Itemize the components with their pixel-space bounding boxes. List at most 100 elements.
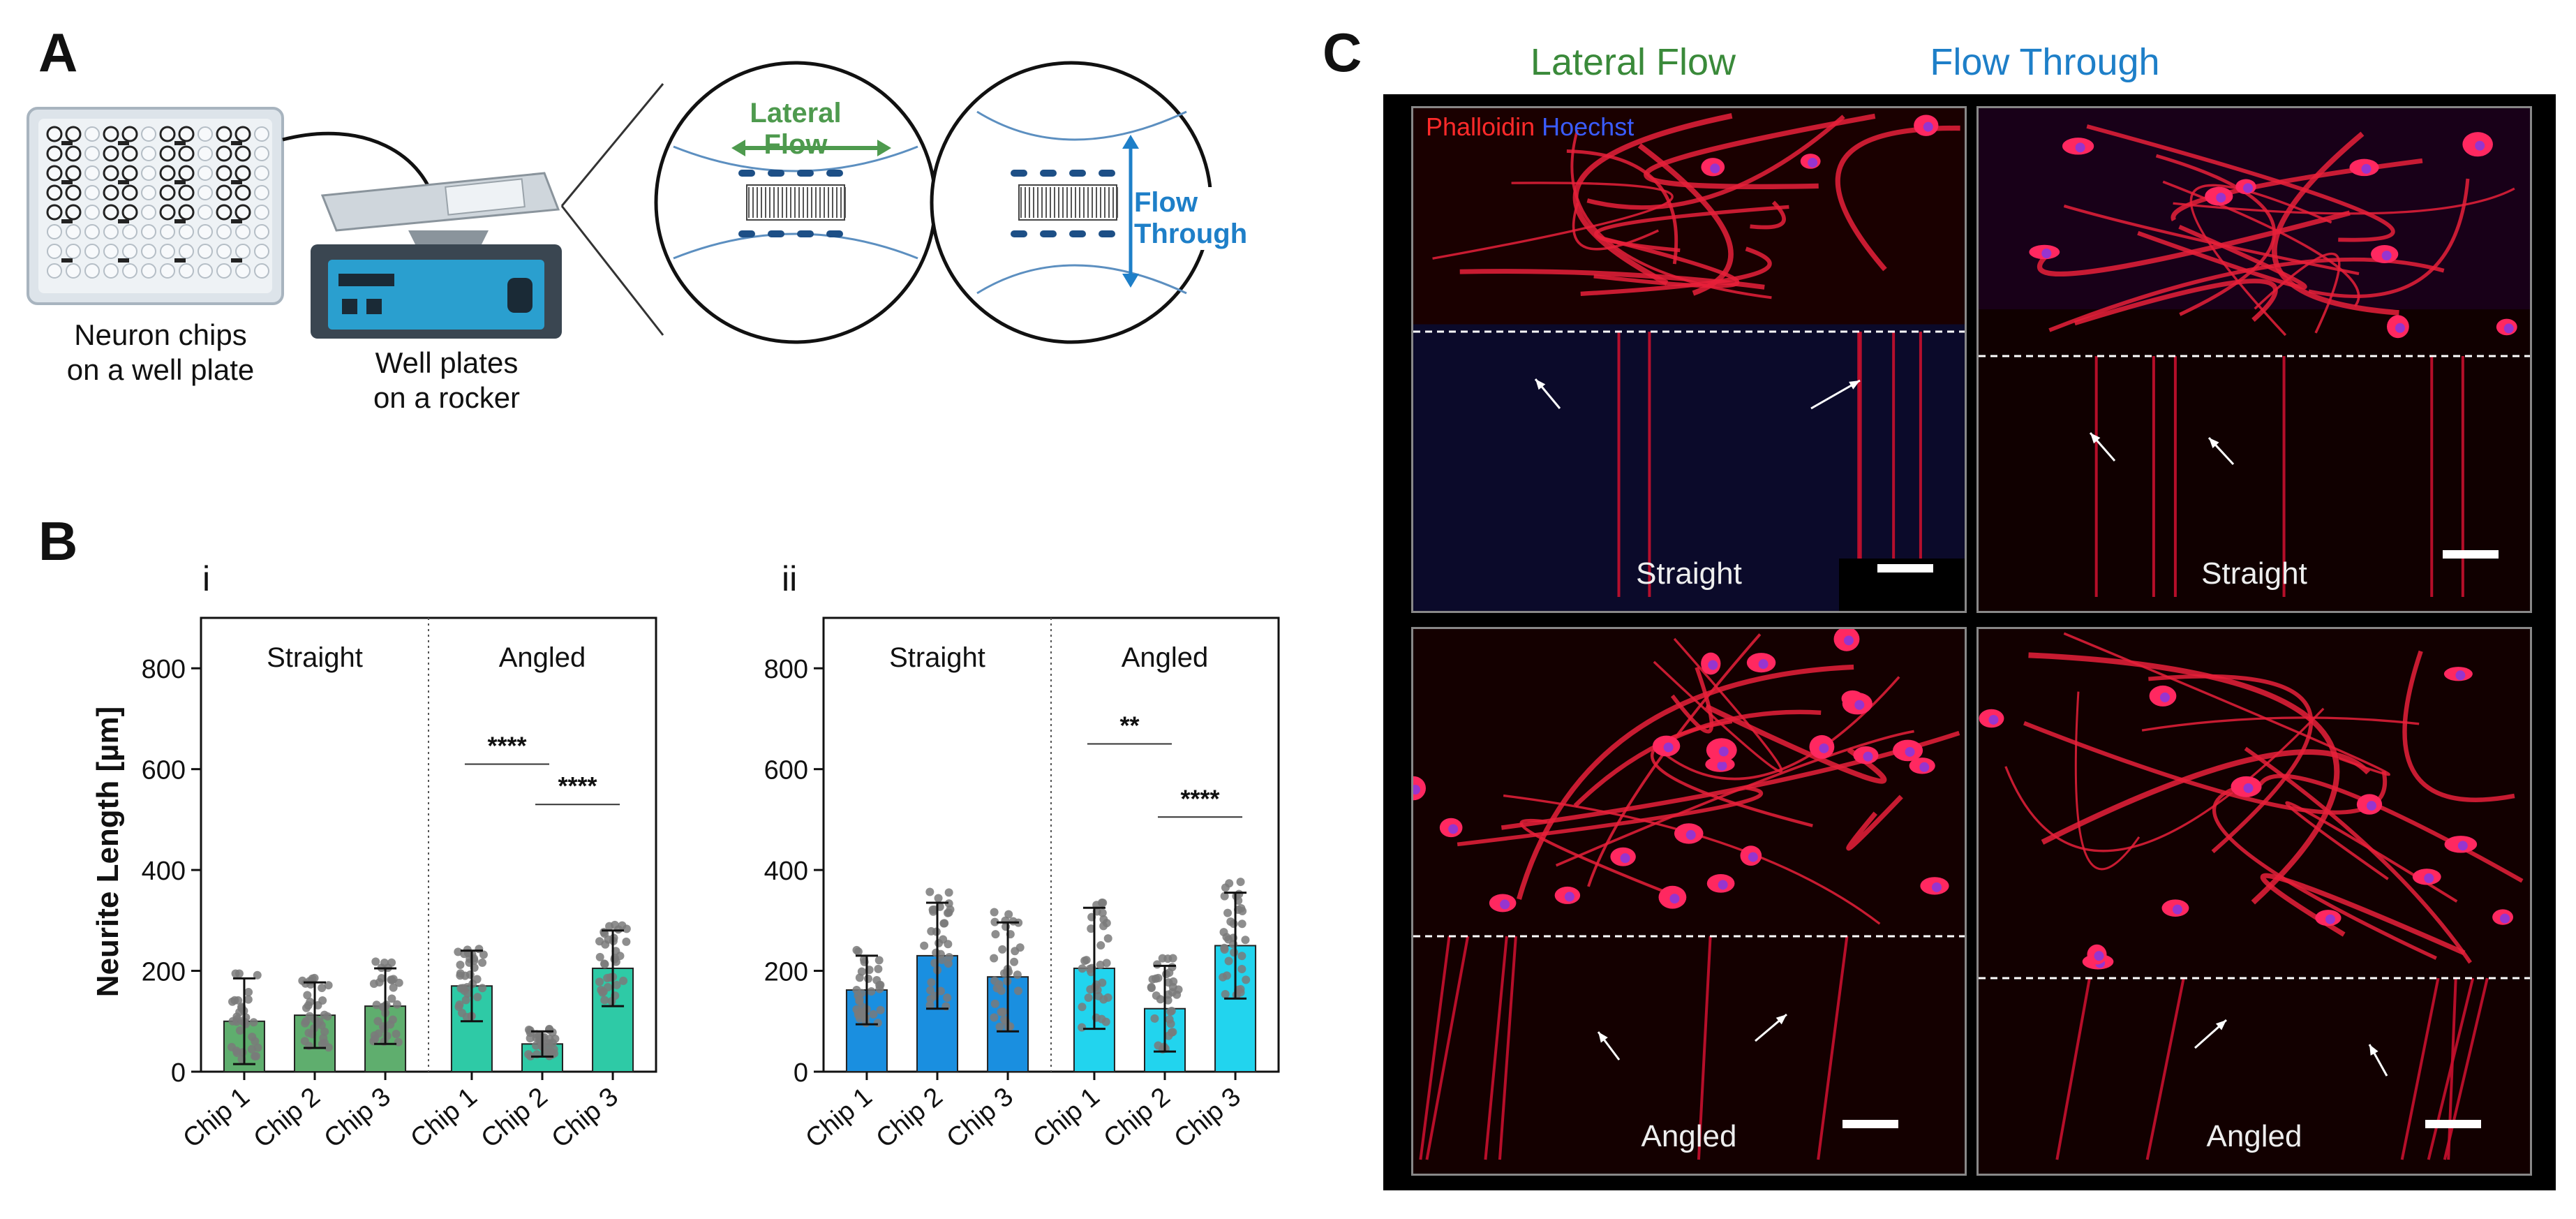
chart-i-data-point	[389, 983, 398, 992]
chart-ii-x-tick-label: Chip 2	[871, 1082, 948, 1154]
chart-ii-data-point	[869, 1010, 878, 1019]
chart-ii-data-point	[999, 1015, 1008, 1024]
chart-i-data-point	[301, 1017, 311, 1026]
chart-ii-data-point	[872, 975, 881, 984]
chart-ii-data-point	[1099, 899, 1108, 908]
chart-ii-x-tick-label: Chip 3	[941, 1082, 1019, 1154]
chart-i-data-point	[619, 976, 628, 985]
chart-i-data-point	[526, 1026, 535, 1035]
chart-i-data-point	[371, 957, 380, 966]
chart-i-data-point	[614, 925, 623, 934]
subpanel-ii-label: ii	[782, 559, 798, 598]
chart-ii-data-point	[874, 964, 883, 973]
arrow-head	[2090, 433, 2101, 444]
chart-ii-significance-label: **	[1119, 711, 1139, 740]
chart-ii-data-point	[1167, 1006, 1176, 1015]
chart-i-x-tick-label: Chip 3	[319, 1082, 396, 1154]
chart-ii-data-point	[1098, 908, 1107, 917]
panel-a-schematic	[27, 61, 1213, 344]
chart-ii-data-point	[1237, 952, 1246, 961]
lateral-flow-diagram	[654, 61, 937, 344]
chart-ii-data-point	[998, 945, 1007, 954]
chart-ii-data-point	[1168, 963, 1177, 972]
chart-ii-data-point	[1150, 1014, 1159, 1023]
chart-ii-data-point	[1223, 908, 1233, 917]
chart-ii-x-tick-label: Chip 2	[1099, 1082, 1176, 1154]
chart-i-data-point	[244, 995, 253, 1004]
chart-i-data-point	[461, 996, 470, 1005]
chart-ii-data-point	[990, 954, 999, 963]
chart-ii-data-point	[935, 938, 944, 947]
chart-ii-data-point	[990, 1013, 999, 1022]
chart-i-data-point	[456, 971, 465, 980]
chart-ii-data-point	[1229, 919, 1238, 929]
chart-ii-group-label: Angled	[1122, 642, 1209, 673]
chart-i-group-label: Straight	[267, 642, 363, 673]
micrograph-label: Straight	[1636, 556, 1742, 591]
chart-ii-data-point	[990, 908, 999, 917]
chart-i-data-point	[472, 975, 482, 984]
chart-i-data-point	[544, 1039, 553, 1048]
rocker-icon	[311, 172, 562, 339]
chart-i-data-point	[524, 1050, 533, 1059]
arrow-head	[1598, 1032, 1608, 1043]
stain-legend: Phalloidin Hoechst	[1426, 112, 1634, 142]
chart-i-data-point	[318, 1040, 327, 1049]
chart-i-data-point	[622, 937, 631, 946]
chart-ii-data-point	[864, 974, 873, 983]
flow-through-label: Flow Through	[1134, 187, 1316, 250]
chart-ii-data-point	[861, 1013, 870, 1022]
chart-i-data-point	[387, 975, 396, 984]
chart-i-data-point	[479, 950, 488, 959]
chart-ii-x-tick-label: Chip 1	[801, 1082, 878, 1154]
chart-ii-data-point	[944, 888, 953, 897]
chart-ii-data-point	[876, 1005, 885, 1014]
chart-ii-data-point	[936, 987, 945, 996]
chart-i-significance-label: ****	[487, 731, 526, 760]
chart-i-data-point	[234, 969, 244, 978]
chart-ii-data-point	[1087, 924, 1096, 933]
chart-ii-data-point	[945, 953, 954, 962]
chart-ii-data-point	[874, 956, 884, 965]
micrograph-texture	[1413, 629, 1960, 1160]
micrograph-texture	[1432, 113, 1960, 597]
chart-i-data-point	[600, 996, 609, 1005]
chart-ii-data-point	[999, 1007, 1008, 1017]
chart-ii-data-point	[934, 894, 943, 903]
chart-i-group-label: Angled	[499, 642, 586, 673]
chart-ii-data-point	[927, 978, 936, 987]
chart-ii-data-point	[1236, 878, 1245, 887]
chart-ii-data-point	[852, 945, 861, 954]
chart-i-data-point	[456, 960, 465, 969]
chart-i-y-tick-label: 0	[171, 1058, 186, 1088]
chart-i-data-point	[234, 996, 243, 1005]
chart-i-data-point	[604, 935, 613, 944]
chart-i-data-point	[455, 1000, 464, 1010]
chart-ii-data-point	[990, 917, 999, 926]
chart-ii-data-point	[1102, 959, 1111, 968]
chart-i-x-tick-label: Chip 1	[405, 1082, 483, 1154]
chart-i-data-point	[372, 1000, 381, 1010]
chart-ii-data-point	[1098, 978, 1107, 987]
chart-i-data-point	[394, 978, 403, 987]
rocker-label: Well plates on a rocker	[373, 346, 521, 415]
micrograph-through-angled: Angled	[1976, 627, 2532, 1176]
chart-i-data-point	[595, 977, 604, 987]
micrograph-label: Angled	[1641, 1119, 1737, 1153]
chart-ii-data-point	[1219, 973, 1228, 982]
chart-ii-data-point	[944, 959, 953, 968]
chart-i-y-tick-label: 400	[142, 857, 186, 886]
chart-i-data-point	[251, 1037, 260, 1046]
chart-i-data-point	[318, 984, 327, 993]
chart-i-data-point	[526, 1034, 535, 1043]
chart-i-data-point	[622, 924, 631, 933]
chart-ii-data-point	[1096, 941, 1105, 950]
chart-ii-data-point	[867, 987, 876, 996]
chart-ii-data-point	[1241, 936, 1250, 945]
chart-ii-data-point	[937, 955, 946, 964]
chart-ii-data-point	[1221, 990, 1230, 999]
chart-ii-data-point	[1080, 956, 1089, 966]
arrow-head	[2215, 1020, 2226, 1030]
chart-ii-data-point	[992, 984, 1002, 993]
